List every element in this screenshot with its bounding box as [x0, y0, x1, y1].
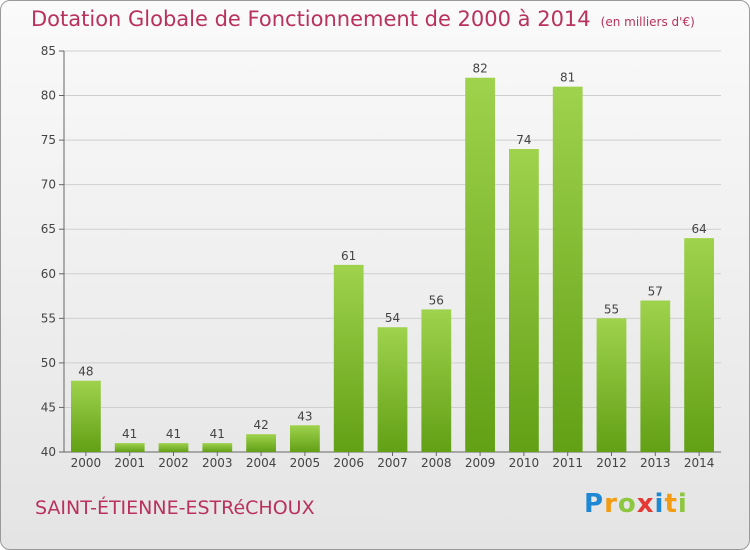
logo-letter: P [584, 489, 605, 519]
chart-title: Dotation Globale de Fonctionnement de 20… [31, 7, 695, 31]
data-label-2012: 55 [604, 302, 619, 316]
bar-2009 [465, 77, 495, 452]
commune-name: SAINT-ÉTIENNE-ESTRéCHOUX [35, 497, 315, 519]
data-label-2006: 61 [341, 249, 356, 263]
y-tick-label: 55 [41, 311, 56, 325]
logo-letter: i [654, 489, 665, 519]
bar-2002 [158, 443, 189, 452]
logo-letter: r [604, 489, 618, 519]
data-label-2014: 64 [691, 222, 706, 236]
logo-letter: x [636, 489, 655, 519]
y-tick-label: 40 [41, 445, 56, 459]
y-tick-label: 85 [41, 44, 56, 58]
logo-letter: t [664, 489, 678, 519]
y-tick-label: 45 [41, 400, 56, 414]
x-tick-label-2011: 2011 [552, 456, 583, 470]
data-label-2007: 54 [385, 311, 400, 325]
x-tick-label-2012: 2012 [596, 456, 627, 470]
data-label-2005: 43 [297, 409, 312, 423]
bar-2013 [640, 300, 671, 452]
bars [71, 77, 714, 453]
x-tick-label-2003: 2003 [202, 456, 233, 470]
data-label-2011: 81 [560, 71, 575, 85]
bar-2012 [596, 318, 627, 452]
bar-2010 [509, 149, 539, 452]
x-tick-label-2006: 2006 [333, 456, 364, 470]
bar-2008 [421, 309, 452, 452]
bar-2003 [202, 443, 233, 452]
bar-2011 [552, 86, 583, 453]
x-tick-label-2014: 2014 [684, 456, 715, 470]
x-tick-label-2002: 2002 [158, 456, 189, 470]
y-tick-label: 50 [41, 356, 56, 370]
bar-2000 [71, 380, 101, 452]
x-tick-label-2001: 2001 [114, 456, 145, 470]
bar-2004 [246, 434, 276, 452]
unit-label: (en milliers d'€) [600, 15, 695, 29]
y-tick-label: 65 [41, 222, 56, 236]
bar-2007 [377, 327, 408, 452]
proxiti-logo: Proxiti [584, 489, 688, 519]
logo-letter: o [617, 489, 637, 519]
y-tick-label: 80 [41, 89, 56, 103]
bar-2006 [333, 264, 364, 452]
data-label-2001: 41 [122, 427, 137, 441]
x-tick-label-2013: 2013 [640, 456, 671, 470]
data-label-2000: 48 [78, 365, 93, 379]
data-label-2004: 42 [253, 418, 268, 432]
data-label-2013: 57 [648, 285, 663, 299]
x-tick-label-2010: 2010 [509, 456, 540, 470]
y-tick-label: 60 [41, 267, 56, 281]
bar-2001 [114, 443, 145, 452]
data-label-2009: 82 [472, 62, 487, 76]
data-label-2003: 41 [210, 427, 225, 441]
x-tick-label-2008: 2008 [421, 456, 452, 470]
y-tick-label: 75 [41, 133, 56, 147]
bar-2014 [684, 238, 714, 452]
logo-letter: i [677, 489, 688, 519]
data-label-2002: 41 [166, 427, 181, 441]
data-label-2010: 74 [516, 133, 531, 147]
y-tick-label: 70 [41, 178, 56, 192]
x-tick-label-2004: 2004 [246, 456, 277, 470]
x-tick-label-2007: 2007 [377, 456, 408, 470]
x-tick-label-2009: 2009 [465, 456, 496, 470]
x-tick-label-2000: 2000 [71, 456, 102, 470]
labels: 40 45 50 55 60 65 70 75 80 85 48 2000 41 2001 41 2002 41… [41, 44, 715, 470]
x-tick-label-2005: 2005 [290, 456, 321, 470]
data-label-2008: 56 [429, 293, 444, 307]
bar-2005 [290, 425, 320, 452]
